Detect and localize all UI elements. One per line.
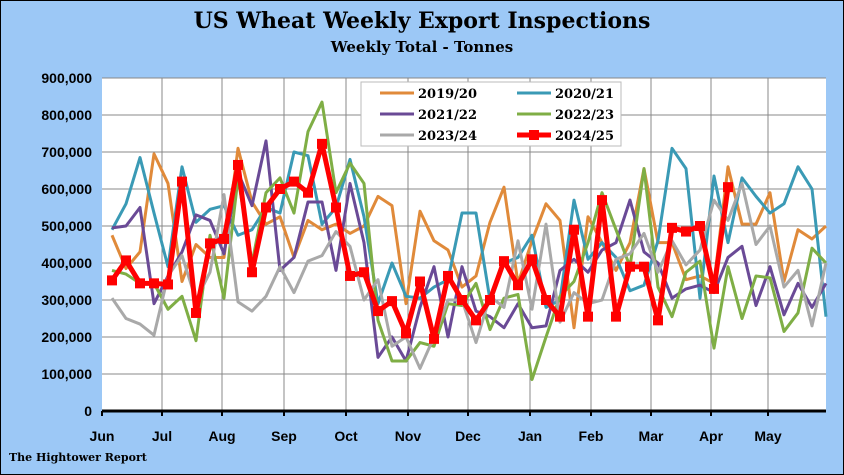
data-point-2024-25: [401, 328, 411, 339]
data-point-2024-25: [373, 306, 383, 317]
legend-marker: [529, 130, 539, 140]
x-tick-label: Dec: [455, 428, 481, 444]
data-point-2024-25: [415, 276, 425, 287]
legend-label: 2023/24: [418, 129, 477, 144]
x-tick-label: Aug: [208, 428, 235, 444]
data-point-2024-25: [723, 182, 733, 193]
data-point-2024-25: [597, 195, 607, 206]
chart-title: US Wheat Weekly Export Inspections: [193, 8, 651, 34]
data-point-2024-25: [331, 202, 341, 213]
data-point-2024-25: [485, 295, 495, 305]
y-tick-label: 700,000: [41, 144, 92, 160]
data-point-2024-25: [135, 278, 145, 289]
x-tick-label: Mar: [639, 428, 664, 444]
y-tick-label: 0: [84, 403, 92, 419]
legend-label: 2022/23: [555, 108, 614, 123]
data-point-2024-25: [513, 280, 523, 291]
data-point-2024-25: [317, 138, 327, 149]
x-tick-label: Oct: [334, 428, 358, 444]
data-point-2024-25: [261, 202, 271, 213]
data-point-2024-25: [303, 187, 313, 198]
data-point-2024-25: [205, 238, 215, 249]
y-tick-label: 300,000: [41, 292, 92, 308]
legend-label: 2019/20: [418, 87, 477, 102]
footer-credit: The Hightower Report: [9, 451, 147, 464]
data-point-2024-25: [569, 224, 579, 235]
data-point-2024-25: [443, 270, 453, 281]
data-point-2024-25: [219, 233, 229, 244]
data-point-2024-25: [667, 222, 677, 233]
x-tick-label: Jun: [90, 428, 115, 444]
x-tick-label: Apr: [699, 428, 724, 444]
data-point-2024-25: [611, 311, 621, 322]
x-tick-label: Jul: [152, 428, 172, 444]
data-point-2024-25: [121, 255, 131, 266]
y-tick-label: 900,000: [41, 70, 92, 86]
data-point-2024-25: [583, 311, 593, 322]
data-point-2024-25: [541, 295, 551, 305]
x-tick-label: Jan: [518, 428, 542, 444]
data-point-2024-25: [639, 261, 649, 272]
data-point-2024-25: [709, 283, 719, 294]
data-point-2024-25: [233, 159, 243, 170]
data-point-2024-25: [471, 315, 481, 326]
data-point-2024-25: [555, 311, 565, 322]
data-point-2024-25: [163, 279, 173, 290]
legend-label: 2021/22: [418, 108, 477, 123]
data-point-2024-25: [429, 333, 439, 344]
data-point-2024-25: [457, 295, 467, 305]
data-point-2024-25: [275, 184, 285, 194]
x-tick-label: May: [754, 428, 781, 444]
x-tick-label: Sep: [271, 428, 297, 444]
data-point-2024-25: [625, 261, 635, 272]
x-tick-label: Nov: [395, 428, 422, 444]
data-point-2024-25: [359, 267, 369, 278]
data-point-2024-25: [499, 256, 509, 267]
y-tick-label: 200,000: [41, 329, 92, 345]
data-point-2024-25: [247, 267, 257, 278]
data-point-2024-25: [653, 315, 663, 326]
legend-label: 2020/21: [555, 87, 614, 102]
y-tick-label: 500,000: [41, 218, 92, 234]
data-point-2024-25: [527, 254, 537, 265]
data-point-2024-25: [387, 296, 397, 307]
y-tick-label: 100,000: [41, 366, 92, 382]
data-point-2024-25: [191, 307, 201, 318]
y-tick-label: 400,000: [41, 255, 92, 271]
data-point-2024-25: [695, 221, 705, 231]
data-point-2024-25: [177, 176, 187, 187]
x-tick-label: Feb: [579, 428, 604, 444]
data-point-2024-25: [149, 278, 159, 289]
chart-subtitle: Weekly Total - Tonnes: [330, 38, 514, 56]
series-line-2023-24: [110, 181, 828, 370]
legend-label: 2024/25: [555, 129, 614, 144]
data-point-2024-25: [681, 226, 691, 237]
data-point-2024-25: [345, 270, 355, 281]
y-tick-label: 800,000: [41, 107, 92, 123]
data-point-2024-25: [289, 176, 299, 187]
data-point-2024-25: [107, 275, 117, 286]
y-tick-label: 600,000: [41, 181, 92, 197]
